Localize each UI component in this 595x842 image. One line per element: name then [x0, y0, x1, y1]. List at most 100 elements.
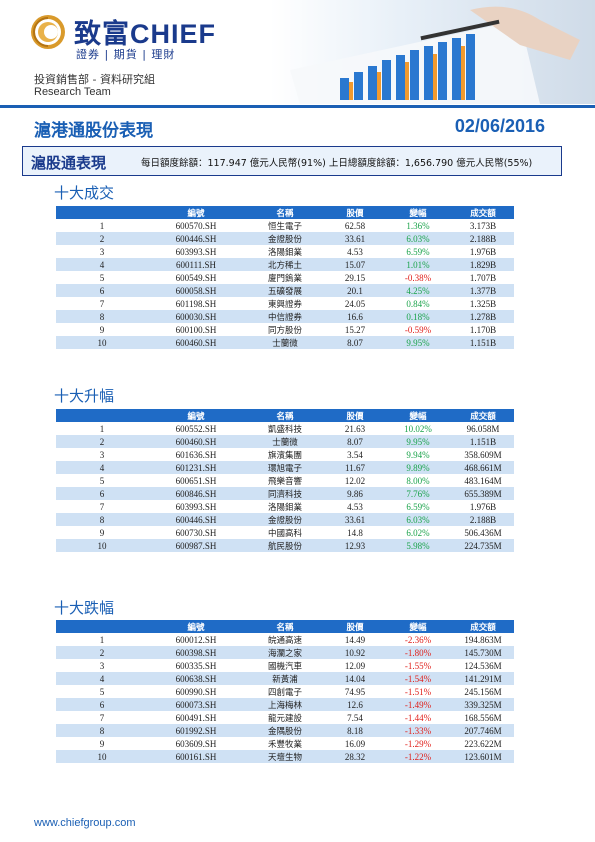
cell-name: 中信證券: [244, 310, 326, 323]
cell-price: 8.07: [326, 336, 384, 349]
cell-price: 16.09: [344, 738, 366, 749]
cell-rank: 5: [99, 686, 105, 697]
cell-price: 14.04: [326, 672, 384, 685]
cell-code: 601636.SH: [175, 449, 217, 460]
table-row: 1 600012.SH 皖通高速 14.49 -2.36% 194.863M: [56, 633, 514, 646]
cell-code: 600846.SH: [148, 487, 244, 500]
cell-name: 士蘭微: [244, 435, 326, 448]
cell-name: 五礦發展: [244, 284, 326, 297]
top-losers-table: 編號 名稱 股價 變幅 成交額 1 600012.SH 皖通高速 14.49 -2.36% 194.…: [56, 620, 514, 763]
cell-turnover: 124.536M: [464, 660, 502, 671]
cell-turnover: 1.976B: [469, 246, 497, 257]
cell-change: 10.02%: [404, 423, 432, 434]
table-row: 1 600552.SH 凱盛科技 21.63 10.02% 96.058M: [56, 422, 514, 435]
cell-rank: 10: [56, 750, 148, 763]
cell-rank: 6: [56, 487, 148, 500]
cell-rank: 4: [56, 672, 148, 685]
cell-change: 6.59%: [406, 501, 430, 512]
cell-name: 上海梅林: [244, 698, 326, 711]
table-row: 2 600460.SH 士蘭微 8.07 9.95% 1.151B: [56, 435, 514, 448]
cell-name: 東興證券: [267, 299, 302, 310]
cell-rank: 6: [56, 284, 148, 297]
cell-name: 金隅股份: [244, 724, 326, 737]
cell-change: 6.03%: [384, 232, 452, 245]
column-header: 編號: [148, 206, 244, 219]
cell-turnover: 223.622M: [464, 738, 502, 749]
cell-turnover: 2.188B: [452, 513, 514, 526]
table-row: 2 600446.SH 金證股份 33.61 6.03% 2.188B: [56, 232, 514, 245]
cell-turnover: 1.707B: [469, 272, 497, 283]
bar-chart-hand-illustration: [270, 0, 595, 104]
cell-change: -1.33%: [384, 724, 452, 737]
cell-rank: 10: [56, 336, 148, 349]
table-row: 9 603609.SH 禾豐牧業 16.09 -1.29% 223.622M: [56, 737, 514, 750]
cell-name: 航民股份: [244, 539, 326, 552]
cell-code: 603993.SH: [175, 501, 217, 512]
cell-price: 8.07: [326, 435, 384, 448]
cell-change: -1.22%: [384, 750, 452, 763]
brand-name: 致富CHIEF: [74, 19, 216, 49]
section-title-top-gainers: 十大升幅: [54, 387, 115, 405]
cell-change: -1.80%: [384, 646, 452, 659]
cell-code: 600335.SH: [175, 660, 217, 671]
cell-price: 4.53: [347, 246, 363, 257]
cell-code: 600638.SH: [148, 672, 244, 685]
table-header-row: 編號 名稱 股價 變幅 成交額: [56, 206, 514, 219]
cell-code: 600398.SH: [148, 646, 244, 659]
cell-code: 600100.SH: [175, 324, 217, 335]
cell-rank: 1: [99, 220, 105, 231]
cell-code: 600073.SH: [148, 698, 244, 711]
cell-change: -0.38%: [404, 272, 432, 283]
cell-change: 9.89%: [384, 461, 452, 474]
table-row: 8 601992.SH 金隅股份 8.18 -1.33% 207.746M: [56, 724, 514, 737]
table-row: 7 603993.SH 洛陽鉬業 4.53 6.59% 1.976B: [56, 500, 514, 513]
cell-rank: 5: [99, 272, 105, 283]
cell-name: 海瀾之家: [244, 646, 326, 659]
cell-code: 600552.SH: [175, 423, 217, 434]
cell-change: 9.95%: [384, 336, 452, 349]
column-header: 編號: [148, 409, 244, 422]
table-row: 10 600987.SH 航民股份 12.93 5.98% 224.735M: [56, 539, 514, 552]
cell-turnover: 141.291M: [452, 672, 514, 685]
column-header: 股價: [326, 409, 384, 422]
table-row: 6 600846.SH 同濟科技 9.86 7.76% 655.389M: [56, 487, 514, 500]
cell-rank: 10: [56, 539, 148, 552]
cell-turnover: 2.188B: [452, 232, 514, 245]
cell-name: 金證股份: [244, 513, 326, 526]
cell-name: 同濟科技: [244, 487, 326, 500]
cell-code: 600549.SH: [175, 272, 217, 283]
cell-name: 環旭電子: [244, 461, 326, 474]
cell-code: 600161.SH: [148, 750, 244, 763]
cell-name: 廈門鎢業: [267, 273, 302, 284]
footer-url[interactable]: www.chiefgroup.com: [34, 817, 136, 829]
table-row: 3 601636.SH 旗濱集團 3.54 9.94% 358.609M: [56, 448, 514, 461]
cell-turnover: 145.730M: [452, 646, 514, 659]
quota-summary-box: 滬股通表現 每日額度餘額：117.947 億元人民幣(91%) 上日總額度餘額：…: [22, 146, 562, 176]
table-row: 6 600058.SH 五礦發展 20.1 4.25% 1.377B: [56, 284, 514, 297]
quota-text: 每日額度餘額：117.947 億元人民幣(91%) 上日總額度餘額：1,656.…: [141, 158, 533, 169]
column-header: 名稱: [244, 620, 326, 633]
cell-rank: 2: [56, 646, 148, 659]
table-row: 8 600030.SH 中信證券 16.6 0.18% 1.278B: [56, 310, 514, 323]
cell-turnover: 194.863M: [464, 634, 502, 645]
cell-price: 29.15: [344, 272, 366, 283]
cell-turnover: 1.377B: [452, 284, 514, 297]
cell-turnover: 1.151B: [452, 435, 514, 448]
cell-price: 4.53: [347, 501, 363, 512]
table-row: 7 600491.SH 龍元建設 7.54 -1.44% 168.556M: [56, 711, 514, 724]
cell-turnover: 123.601M: [452, 750, 514, 763]
cell-rank: 3: [99, 246, 105, 257]
cell-name: 飛樂音響: [267, 476, 302, 487]
quota-label: 滬股通表現: [31, 154, 107, 172]
cell-turnover: 506.436M: [464, 527, 502, 538]
cell-price: 21.63: [344, 423, 366, 434]
cell-rank: 7: [99, 298, 105, 309]
cell-change: 1.36%: [406, 220, 430, 231]
cell-name: 北方稀土: [244, 258, 326, 271]
cell-turnover: 168.556M: [464, 712, 502, 723]
cell-price: 28.32: [326, 750, 384, 763]
cell-rank: 1: [99, 634, 105, 645]
cell-code: 600460.SH: [148, 435, 244, 448]
report-date: 02/06/2016: [454, 116, 545, 136]
team-label: Research Team: [34, 86, 111, 98]
